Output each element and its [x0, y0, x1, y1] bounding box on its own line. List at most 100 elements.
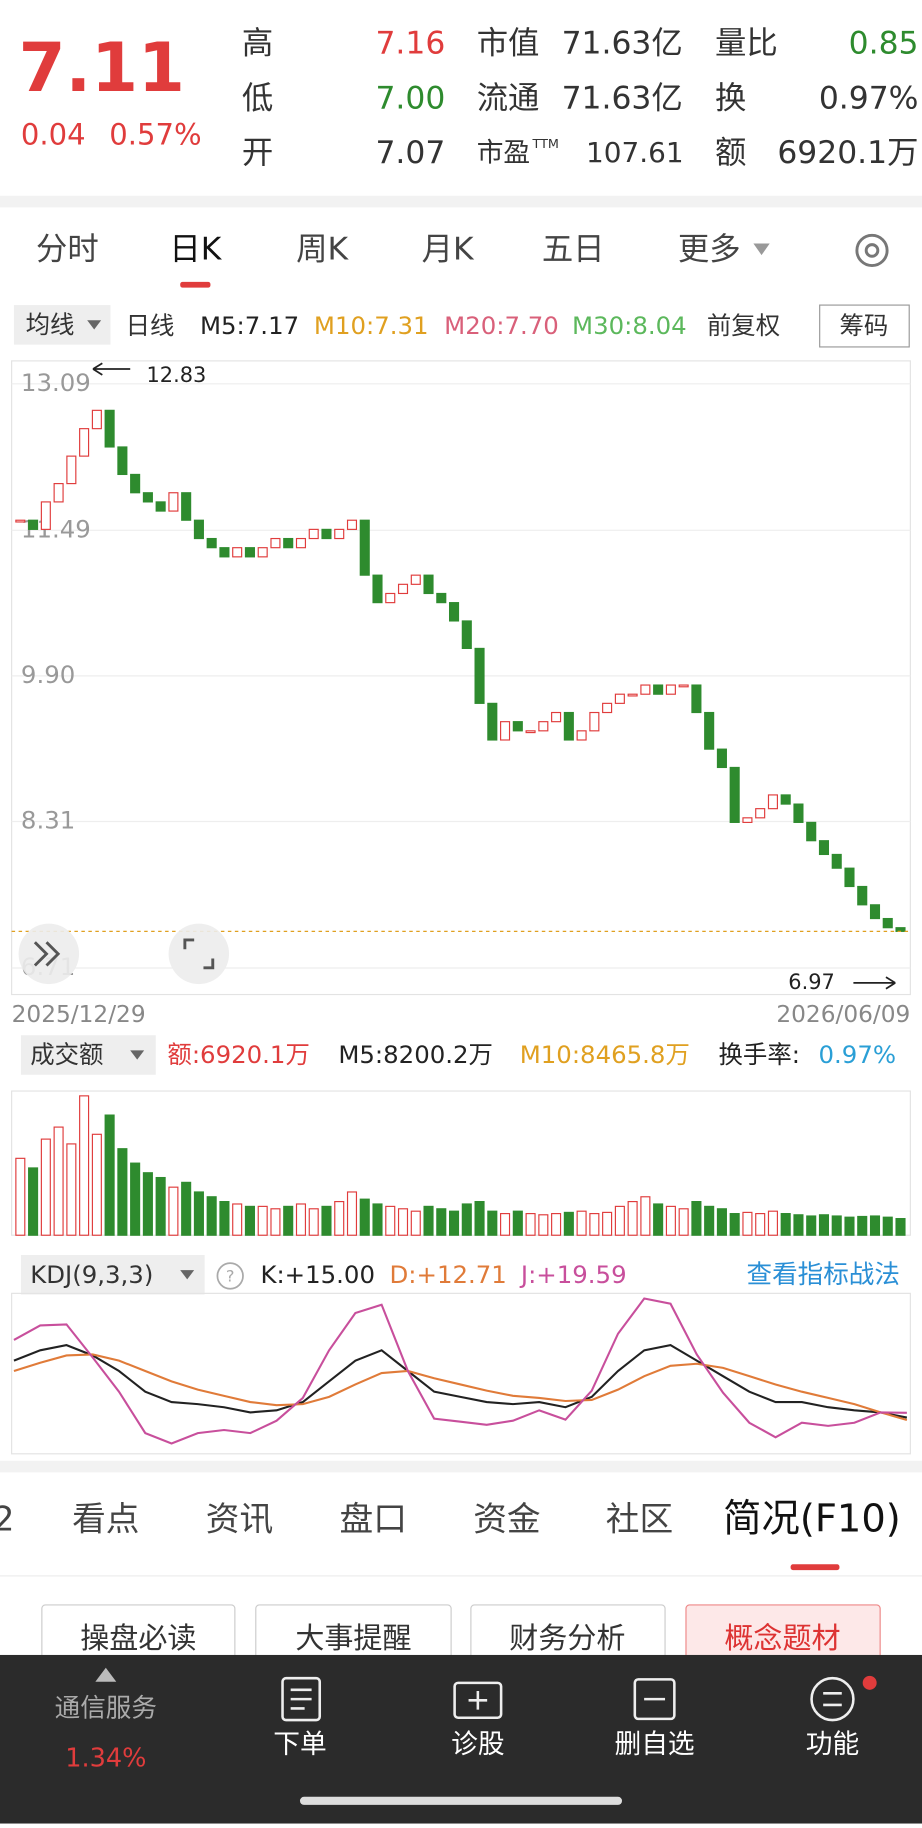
period-tab[interactable]: 五日	[542, 231, 605, 267]
expand-button[interactable]	[18, 923, 80, 985]
volume-m5: M5:8200.2万	[338, 1040, 493, 1069]
dropdown-arrow	[180, 1270, 195, 1280]
info-tab[interactable]: 资讯	[206, 1500, 273, 1539]
info-tab-active[interactable]: 简况(F10)	[723, 1497, 901, 1542]
candle	[627, 693, 638, 697]
volume-bar	[423, 1205, 434, 1236]
help-icon[interactable]	[216, 1262, 244, 1290]
period-label: 日线	[126, 311, 175, 340]
nav-item[interactable]: 下单	[273, 1729, 326, 1760]
separator	[0, 1460, 922, 1473]
chips-box[interactable]	[819, 304, 910, 348]
change: 0.04	[21, 117, 86, 151]
fullscreen-button[interactable]	[168, 923, 230, 985]
y-tick-label: 9.90	[21, 660, 75, 689]
kdj-line	[13, 1353, 908, 1421]
info-tab[interactable]: 盘口	[340, 1500, 407, 1539]
candle	[346, 519, 358, 530]
chips[interactable]: 筹码	[839, 311, 888, 340]
ma-type[interactable]: 均线	[26, 310, 75, 339]
candle	[742, 817, 753, 823]
volume-bar	[130, 1162, 141, 1236]
volume-bar	[53, 1126, 64, 1236]
info-tab[interactable]: 社区	[606, 1500, 673, 1539]
y-tick-label: 13.09	[21, 368, 91, 397]
volume-bar	[193, 1191, 204, 1236]
volume-bar	[831, 1215, 842, 1236]
kdj-type-box[interactable]	[20, 1254, 205, 1295]
volume-bar	[729, 1213, 740, 1236]
volume-bar	[359, 1198, 370, 1236]
kdj-title[interactable]: KDJ(9,3,3)	[30, 1260, 153, 1289]
volume-bar	[206, 1196, 217, 1236]
kdj-link[interactable]: 查看指标战法	[747, 1260, 900, 1290]
nav-item[interactable]: 诊股	[451, 1729, 504, 1760]
info-tab[interactable]: 看点	[72, 1500, 139, 1539]
ma30: M30:8.04	[572, 311, 687, 340]
stat-label: 市盈	[477, 137, 530, 168]
volume-bar	[500, 1213, 511, 1236]
turnover: 0.97%	[819, 1040, 897, 1069]
settings-icon-center	[864, 243, 880, 258]
home-indicator	[299, 1796, 623, 1805]
button-label[interactable]: 大事提醒	[295, 1621, 411, 1655]
volume-bar	[704, 1205, 715, 1236]
candle	[551, 711, 562, 723]
volume-bar	[780, 1213, 791, 1236]
candle	[436, 592, 447, 604]
order-icon-lines	[290, 1688, 312, 1710]
nav-item[interactable]: 删自选	[614, 1729, 694, 1760]
volume-bar	[28, 1167, 39, 1236]
kdj-line	[13, 1297, 907, 1445]
dropdown-arrow	[130, 1050, 145, 1060]
settings-icon[interactable]	[855, 233, 889, 268]
candle	[704, 711, 715, 750]
tab-underline	[790, 1564, 840, 1571]
button-label[interactable]: 操盘必读	[80, 1621, 196, 1655]
volume-amount: 额:6920.1万	[167, 1040, 309, 1069]
stat-label: 开	[242, 135, 273, 171]
separator	[0, 195, 922, 208]
volume-bar	[882, 1216, 893, 1236]
volume-bar	[283, 1205, 294, 1236]
menu-icon-lines	[823, 1692, 842, 1707]
ma5: M5:7.17	[200, 311, 299, 340]
period-tab[interactable]: 更多	[678, 231, 741, 267]
adjust[interactable]: 前复权	[707, 311, 780, 340]
volume-bar	[653, 1203, 664, 1236]
candle	[729, 766, 740, 823]
period-tab-active[interactable]: 日K	[169, 231, 222, 267]
volume-bar	[15, 1157, 26, 1236]
stat-label: 低	[242, 80, 273, 116]
info-tab[interactable]: 2	[0, 1500, 14, 1539]
volume-type-box[interactable]	[20, 1035, 156, 1075]
volume-bar	[40, 1138, 51, 1236]
stat-label: 换	[715, 80, 746, 116]
volume-bar	[627, 1201, 638, 1236]
button-label[interactable]: 财务分析	[509, 1621, 625, 1655]
volume-bar	[742, 1211, 753, 1236]
volume-title[interactable]: 成交额	[30, 1040, 103, 1069]
volume-bar	[321, 1205, 332, 1236]
candle	[257, 547, 268, 558]
kdj-d: D:+12.71	[389, 1260, 506, 1289]
candle	[576, 730, 587, 741]
volume-bar	[308, 1208, 319, 1236]
stat-label: 高	[242, 26, 273, 62]
remove-icon	[633, 1678, 676, 1721]
sector[interactable]: 通信服务	[55, 1694, 157, 1724]
volume-bar	[857, 1215, 868, 1236]
period-tab[interactable]: 分时	[36, 231, 99, 267]
volume-bar	[372, 1203, 383, 1236]
nav-item[interactable]: 功能	[806, 1729, 859, 1760]
period-tab[interactable]: 周K	[296, 231, 349, 267]
menu-icon	[810, 1676, 855, 1722]
candle	[15, 519, 26, 523]
button-label[interactable]: 概念题材	[724, 1621, 840, 1655]
info-tab[interactable]: 资金	[473, 1500, 540, 1539]
candle	[448, 602, 460, 622]
candle	[117, 446, 128, 476]
period-tab[interactable]: 月K	[422, 231, 475, 267]
